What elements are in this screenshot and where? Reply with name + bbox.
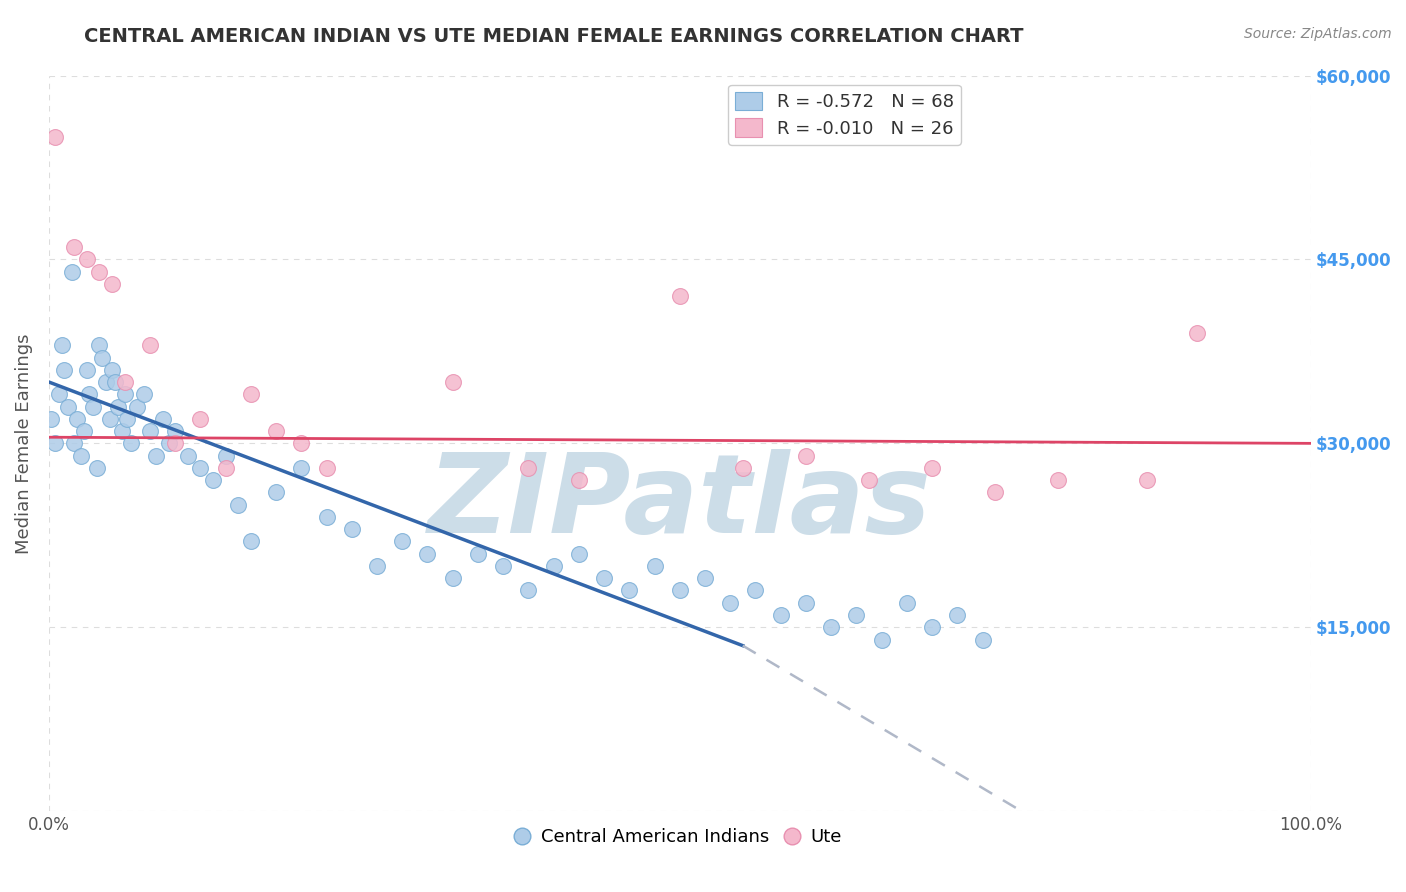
Point (139, 338, 162, 352)
Point (946, 607, 969, 622)
Point (115, 412, 138, 426)
Point (568, 547, 591, 561)
Point (152, 412, 174, 426)
Point (190, 412, 212, 426)
Point (718, 596, 741, 610)
Point (315, 510, 337, 524)
Point (120, 436, 142, 450)
Point (165, 436, 187, 450)
Point (1135, 473, 1157, 487)
Point (972, 632, 994, 647)
Point (98, 412, 121, 426)
Point (921, 620, 943, 634)
Point (89, 338, 111, 352)
Point (177, 449, 200, 463)
Point (769, 607, 792, 622)
Point (391, 534, 413, 549)
Point (73, 424, 96, 438)
Point (264, 485, 287, 500)
Point (190, 461, 212, 475)
Point (896, 596, 918, 610)
Point (492, 558, 515, 573)
Point (101, 363, 124, 377)
Point (41, 412, 63, 426)
Point (668, 289, 690, 303)
Point (165, 424, 187, 438)
Point (201, 473, 224, 487)
Legend: Central American Indians, Ute: Central American Indians, Ute (510, 822, 849, 854)
Point (517, 461, 540, 475)
Point (56, 400, 79, 414)
Point (644, 558, 666, 573)
Point (845, 607, 868, 622)
Point (82, 400, 104, 414)
Point (820, 620, 842, 634)
Point (86, 461, 108, 475)
Point (467, 547, 489, 561)
Point (214, 461, 236, 475)
Point (76, 363, 98, 377)
Point (921, 461, 943, 475)
Point (290, 461, 312, 475)
Point (416, 547, 439, 561)
Point (139, 424, 162, 438)
Point (731, 461, 754, 475)
Point (91, 351, 114, 365)
Point (103, 375, 125, 389)
Point (89, 265, 111, 279)
Point (48, 387, 70, 401)
Point (145, 449, 167, 463)
Point (79, 387, 101, 401)
Point (114, 387, 136, 401)
Point (1185, 326, 1208, 340)
Text: ZIPatlas: ZIPatlas (427, 449, 932, 556)
Point (441, 571, 464, 585)
Point (132, 387, 155, 401)
Point (568, 473, 591, 487)
Point (668, 583, 690, 598)
Point (226, 498, 249, 512)
Point (94, 375, 117, 389)
Point (744, 583, 766, 598)
Point (441, 375, 464, 389)
Point (107, 400, 129, 414)
Point (794, 596, 817, 610)
Point (517, 583, 540, 598)
Point (63, 240, 86, 254)
Point (127, 400, 149, 414)
Point (619, 583, 641, 598)
Point (51, 338, 73, 352)
Point (264, 424, 287, 438)
Point (366, 558, 388, 573)
Point (239, 387, 262, 401)
Point (315, 461, 337, 475)
Point (984, 485, 1007, 500)
Point (239, 534, 262, 549)
Point (44, 129, 66, 144)
Text: Source: ZipAtlas.com: Source: ZipAtlas.com (1244, 27, 1392, 41)
Point (53, 363, 76, 377)
Point (44, 436, 66, 450)
Point (114, 375, 136, 389)
Y-axis label: Median Female Earnings: Median Female Earnings (15, 333, 32, 554)
Point (1047, 473, 1070, 487)
Text: CENTRAL AMERICAN INDIAN VS UTE MEDIAN FEMALE EARNINGS CORRELATION CHART: CENTRAL AMERICAN INDIAN VS UTE MEDIAN FE… (84, 27, 1024, 45)
Point (69, 449, 91, 463)
Point (76, 252, 98, 267)
Point (214, 449, 236, 463)
Point (101, 277, 124, 291)
Point (870, 632, 893, 647)
Point (157, 436, 180, 450)
Point (794, 449, 817, 463)
Point (66, 412, 89, 426)
Point (63, 436, 86, 450)
Point (340, 522, 363, 536)
Point (111, 424, 134, 438)
Point (60, 265, 83, 279)
Point (593, 571, 616, 585)
Point (543, 558, 565, 573)
Point (858, 473, 880, 487)
Point (693, 571, 716, 585)
Point (290, 436, 312, 450)
